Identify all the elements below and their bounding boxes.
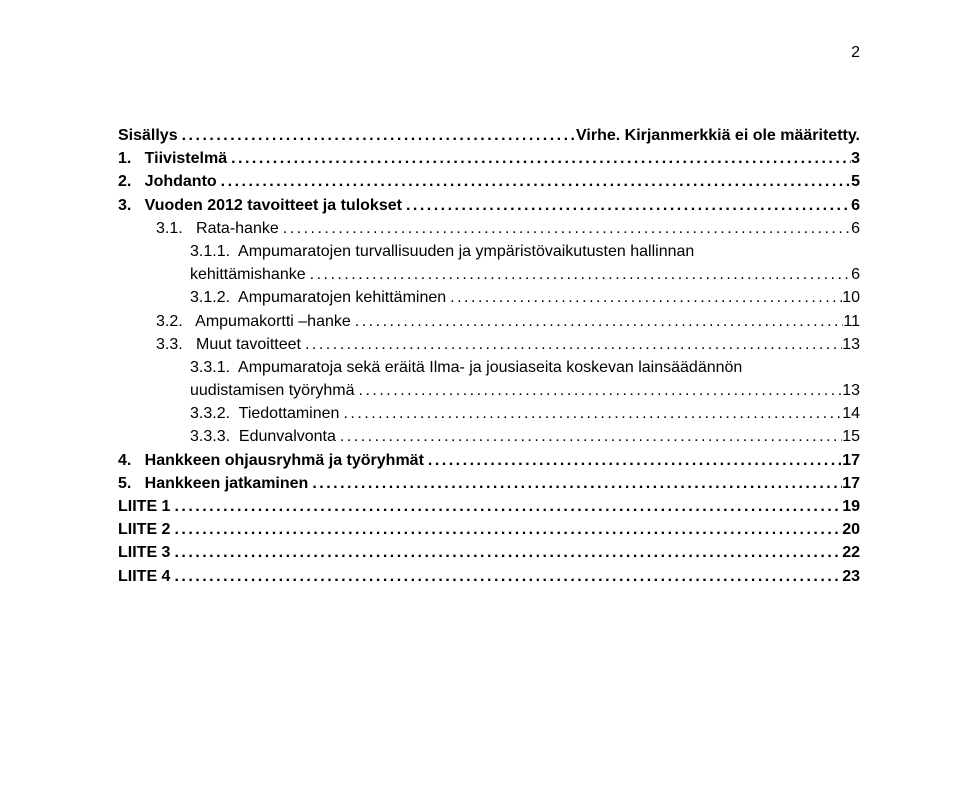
toc-entry: LIITE 2.................................… [118, 518, 860, 541]
toc-label: 5. Hankkeen jatkaminen [118, 472, 308, 495]
page-number: 2 [851, 44, 860, 62]
toc-leader: ........................................… [402, 194, 851, 217]
toc-page: 10 [842, 286, 860, 309]
toc-label: 3.3.1. Ampumaratoja sekä eräitä Ilma- ja… [190, 356, 742, 379]
toc-leader: ........................................… [355, 379, 843, 402]
toc-page: 6 [851, 217, 860, 240]
toc-entry: LIITE 3.................................… [118, 541, 860, 564]
toc-label: 3.2. Ampumakortti –hanke [156, 310, 351, 333]
toc-label: 3.1.1. Ampumaratojen turvallisuuden ja y… [190, 240, 694, 263]
toc-entry: 3.3.3. Edunvalvonta.....................… [118, 425, 860, 448]
toc-entry: 3.3. Muut tavoitteet....................… [118, 333, 860, 356]
toc-page: 17 [842, 449, 860, 472]
toc-leader: ........................................… [178, 124, 576, 147]
toc-leader: ........................................… [308, 472, 842, 495]
toc-entry: 5. Hankkeen jatkaminen..................… [118, 472, 860, 495]
toc-entry: 3. Vuoden 2012 tavoitteet ja tulokset...… [118, 194, 860, 217]
toc-leader: ........................................… [217, 170, 851, 193]
toc-entry: 2. Johdanto.............................… [118, 170, 860, 193]
toc-leader: ........................................… [301, 333, 842, 356]
toc-entry-cont: uudistamisen työryhmä...................… [118, 379, 860, 402]
toc-label: 3.1.2. Ampumaratojen kehittäminen [190, 286, 446, 309]
toc-label: LIITE 1 [118, 495, 170, 518]
table-of-contents: Sisällys................................… [118, 124, 860, 588]
toc-leader: ........................................… [279, 217, 851, 240]
toc-label: uudistamisen työryhmä [190, 379, 355, 402]
toc-entry: 3.1. Rata-hanke.........................… [118, 217, 860, 240]
toc-page: 13 [842, 379, 860, 402]
toc-leader: ........................................… [170, 495, 842, 518]
toc-entry: 1. Tiivistelmä..........................… [118, 147, 860, 170]
toc-page: Virhe. Kirjanmerkkiä ei ole määritetty. [576, 124, 860, 147]
toc-label: 3.1. Rata-hanke [156, 217, 279, 240]
toc-page: 22 [842, 541, 860, 564]
toc-page: 5 [851, 170, 860, 193]
toc-entry: 3.3.1. Ampumaratoja sekä eräitä Ilma- ja… [118, 356, 860, 379]
toc-label: 3.3. Muut tavoitteet [156, 333, 301, 356]
toc-entry: Sisällys................................… [118, 124, 860, 147]
toc-label: LIITE 3 [118, 541, 170, 564]
toc-label: 4. Hankkeen ohjausryhmä ja työryhmät [118, 449, 424, 472]
toc-entry: 3.3.2. Tiedottaminen....................… [118, 402, 860, 425]
toc-entry: 3.1.2. Ampumaratojen kehittäminen.......… [118, 286, 860, 309]
toc-leader: ........................................… [170, 518, 842, 541]
toc-leader: ........................................… [424, 449, 842, 472]
toc-page: 3 [851, 147, 860, 170]
toc-page: 11 [843, 310, 860, 333]
toc-entry: LIITE 4.................................… [118, 565, 860, 588]
toc-leader: ........................................… [336, 425, 842, 448]
toc-page: 20 [842, 518, 860, 541]
toc-page: 19 [842, 495, 860, 518]
toc-leader: ........................................… [170, 565, 842, 588]
toc-entry: 3.2. Ampumakortti –hanke................… [118, 310, 860, 333]
toc-leader: ........................................… [446, 286, 842, 309]
toc-entry: 4. Hankkeen ohjausryhmä ja työryhmät....… [118, 449, 860, 472]
toc-leader: ........................................… [170, 541, 842, 564]
toc-page: 17 [842, 472, 860, 495]
toc-entry: 3.1.1. Ampumaratojen turvallisuuden ja y… [118, 240, 860, 263]
toc-entry: LIITE 1.................................… [118, 495, 860, 518]
toc-label: 2. Johdanto [118, 170, 217, 193]
toc-page: 6 [851, 263, 860, 286]
toc-label: 3.3.3. Edunvalvonta [190, 425, 336, 448]
toc-page: 14 [842, 402, 860, 425]
toc-page: 6 [851, 194, 860, 217]
toc-label: 1. Tiivistelmä [118, 147, 227, 170]
toc-leader: ........................................… [339, 402, 842, 425]
toc-label: LIITE 4 [118, 565, 170, 588]
toc-entry-cont: kehittämishanke.........................… [118, 263, 860, 286]
toc-label: 3. Vuoden 2012 tavoitteet ja tulokset [118, 194, 402, 217]
toc-label: Sisällys [118, 124, 178, 147]
toc-label: kehittämishanke [190, 263, 306, 286]
document-page: 2 Sisällys..............................… [0, 0, 960, 792]
toc-leader: ........................................… [306, 263, 851, 286]
toc-label: LIITE 2 [118, 518, 170, 541]
toc-page: 15 [842, 425, 860, 448]
toc-leader: ........................................… [351, 310, 844, 333]
toc-page: 23 [842, 565, 860, 588]
toc-label: 3.3.2. Tiedottaminen [190, 402, 339, 425]
toc-leader: ........................................… [227, 147, 851, 170]
toc-page: 13 [842, 333, 860, 356]
